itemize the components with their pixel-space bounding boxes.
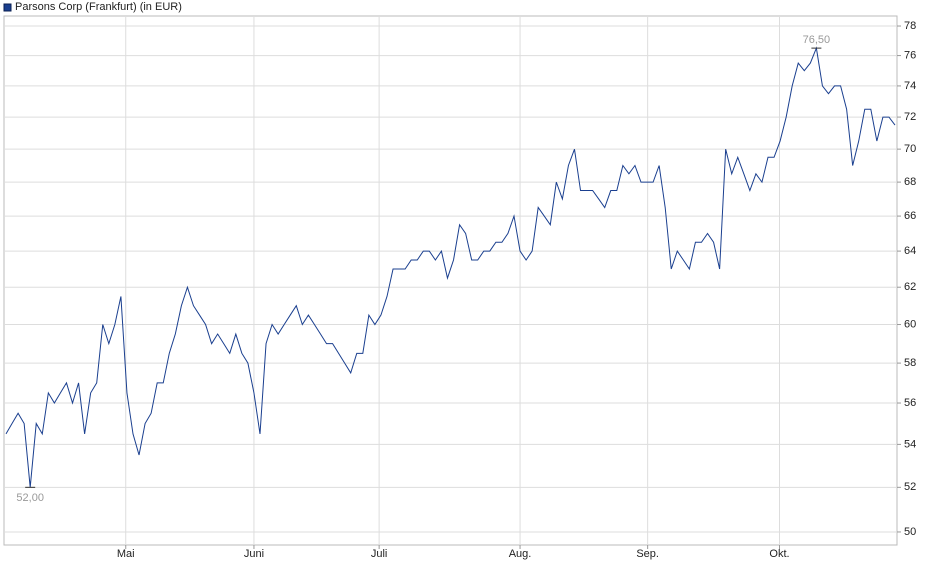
y-tick-label: 68 (904, 176, 916, 188)
x-tick-label: Okt. (769, 548, 789, 560)
y-tick-label: 66 (904, 210, 916, 222)
x-tick-label: Mai (117, 548, 135, 560)
x-tick-label: Juni (244, 548, 264, 560)
legend-label: Parsons Corp (Frankfurt) (in EUR) (15, 1, 182, 13)
annotation: 52,00 (16, 492, 44, 504)
y-tick-label: 56 (904, 397, 916, 409)
y-tick-label: 60 (904, 318, 916, 330)
x-tick-label: Sep. (636, 548, 659, 560)
y-tick-label: 74 (904, 80, 916, 92)
x-tick-label: Aug. (509, 548, 532, 560)
x-tick-label: Juli (371, 548, 388, 560)
y-tick-label: 54 (904, 438, 916, 450)
y-tick-label: 62 (904, 281, 916, 293)
y-tick-label: 52 (904, 481, 916, 493)
y-tick-label: 70 (904, 143, 916, 155)
price-line (5, 46, 896, 488)
annotation: 76,50 (803, 34, 831, 46)
y-tick-label: 76 (904, 49, 916, 61)
y-tick-label: 64 (904, 245, 916, 257)
plot-frame (3, 15, 898, 546)
y-tick-label: 78 (904, 20, 916, 32)
y-tick-label: 72 (904, 111, 916, 123)
y-tick-label: 50 (904, 526, 916, 538)
y-tick-label: 58 (904, 357, 916, 369)
legend-swatch (3, 3, 12, 12)
